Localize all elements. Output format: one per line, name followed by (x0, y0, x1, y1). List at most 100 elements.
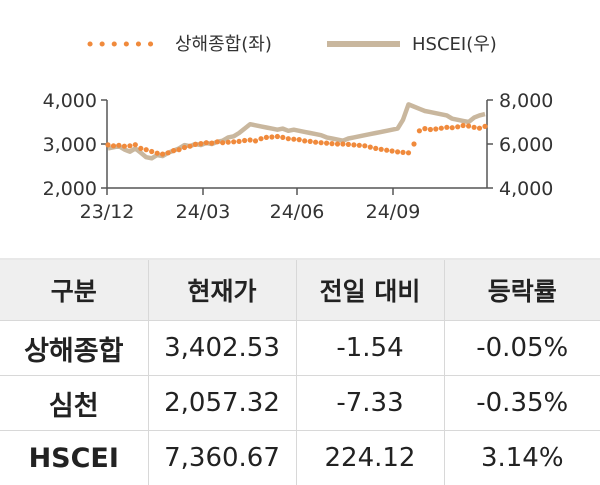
x-tick-label: 24/09 (366, 201, 421, 223)
data-point (368, 145, 373, 150)
header-change: 전일 대비 (296, 259, 444, 321)
data-point (450, 125, 455, 130)
data-point (226, 140, 231, 145)
data-point (127, 143, 132, 148)
data-point (302, 138, 307, 143)
table-row: 심천 2,057.32 -7.33 -0.35% (0, 376, 600, 431)
data-point (319, 140, 324, 145)
x-tick-label: 24/06 (270, 201, 325, 223)
data-point (324, 141, 329, 146)
left-tick-label: 3,000 (43, 134, 97, 156)
data-point (428, 127, 433, 132)
row-label: 상해종합 (0, 321, 148, 376)
change-cell: 224.12 (296, 431, 444, 485)
data-point (193, 142, 198, 147)
table-row: HSCEI 7,360.67 224.12 3.14% (0, 431, 600, 485)
header-change-rate: 등락률 (444, 259, 600, 321)
data-point (220, 140, 225, 145)
data-point (384, 148, 389, 153)
change-rate-cell: -0.05% (444, 321, 600, 376)
data-point (280, 135, 285, 140)
index-summary-table: 구분 현재가 전일 대비 등락률 상해종합 3,402.53 -1.54 -0.… (0, 258, 600, 485)
data-point (472, 125, 477, 130)
current-price-cell: 2,057.32 (148, 376, 296, 431)
data-point (335, 141, 340, 146)
data-point (171, 148, 176, 153)
data-point (379, 147, 384, 152)
right-axis-ticks: 8,000 6,000 4,000 (487, 90, 553, 200)
current-price-cell: 3,402.53 (148, 321, 296, 376)
data-point (411, 141, 416, 146)
data-point (237, 139, 242, 144)
header-current-price: 현재가 (148, 259, 296, 321)
data-point (422, 126, 427, 131)
right-tick-label: 4,000 (499, 178, 553, 200)
data-point (122, 144, 127, 149)
right-tick-label: 6,000 (499, 134, 553, 156)
data-point (275, 134, 280, 139)
change-rate-cell: -0.35% (444, 376, 600, 431)
data-point (357, 143, 362, 148)
data-point (209, 141, 214, 146)
data-point (406, 150, 411, 155)
data-point (138, 146, 143, 151)
data-point (242, 138, 247, 143)
table-row: 상해종합 3,402.53 -1.54 -0.05% (0, 321, 600, 376)
data-point (133, 142, 138, 147)
legend-label-shanghai: 상해종합(좌) (175, 34, 272, 55)
data-point (160, 152, 165, 157)
data-point (182, 145, 187, 150)
data-point (111, 143, 116, 148)
data-point (329, 141, 334, 146)
data-point (144, 147, 149, 152)
table-header-row: 구분 현재가 전일 대비 등락률 (0, 259, 600, 321)
current-price-cell: 7,360.67 (148, 431, 296, 485)
index-line-chart: 상해종합(좌) HSCEI(우) 4,000 3,000 2,000 8,000 6,… (0, 0, 600, 250)
data-point (248, 137, 253, 142)
change-rate-cell: 3.14% (444, 431, 600, 485)
series-line-hscei (108, 104, 485, 158)
header-category: 구분 (0, 259, 148, 321)
data-point (395, 149, 400, 154)
data-point (439, 126, 444, 131)
data-point (340, 141, 345, 146)
x-tick-label: 23/12 (80, 201, 135, 223)
data-point (346, 142, 351, 147)
data-point (477, 126, 482, 131)
series-layer (105, 104, 487, 158)
data-point (187, 144, 192, 149)
data-point (390, 148, 395, 153)
data-point (204, 140, 209, 145)
data-point (400, 150, 405, 155)
data-point (215, 139, 220, 144)
data-point (308, 139, 313, 144)
data-point (351, 142, 356, 147)
data-point (155, 151, 160, 156)
data-point (176, 147, 181, 152)
data-point (264, 135, 269, 140)
data-point (258, 136, 263, 141)
legend: 상해종합(좌) HSCEI(우) (90, 34, 497, 55)
change-cell: -7.33 (296, 376, 444, 431)
legend-label-hscei: HSCEI(우) (412, 34, 497, 55)
data-point (149, 149, 154, 154)
data-point (105, 142, 110, 147)
data-point (455, 124, 460, 129)
data-point (116, 143, 121, 148)
right-tick-label: 8,000 (499, 90, 553, 112)
data-point (461, 123, 466, 128)
data-point (466, 123, 471, 128)
data-point (297, 137, 302, 142)
data-point (362, 143, 367, 148)
data-point (231, 139, 236, 144)
change-cell: -1.54 (296, 321, 444, 376)
left-tick-label: 2,000 (43, 178, 97, 200)
data-point (373, 146, 378, 151)
data-point (291, 137, 296, 142)
data-point (253, 138, 258, 143)
row-label: HSCEI (0, 431, 148, 485)
data-point (444, 125, 449, 130)
data-point (269, 134, 274, 139)
